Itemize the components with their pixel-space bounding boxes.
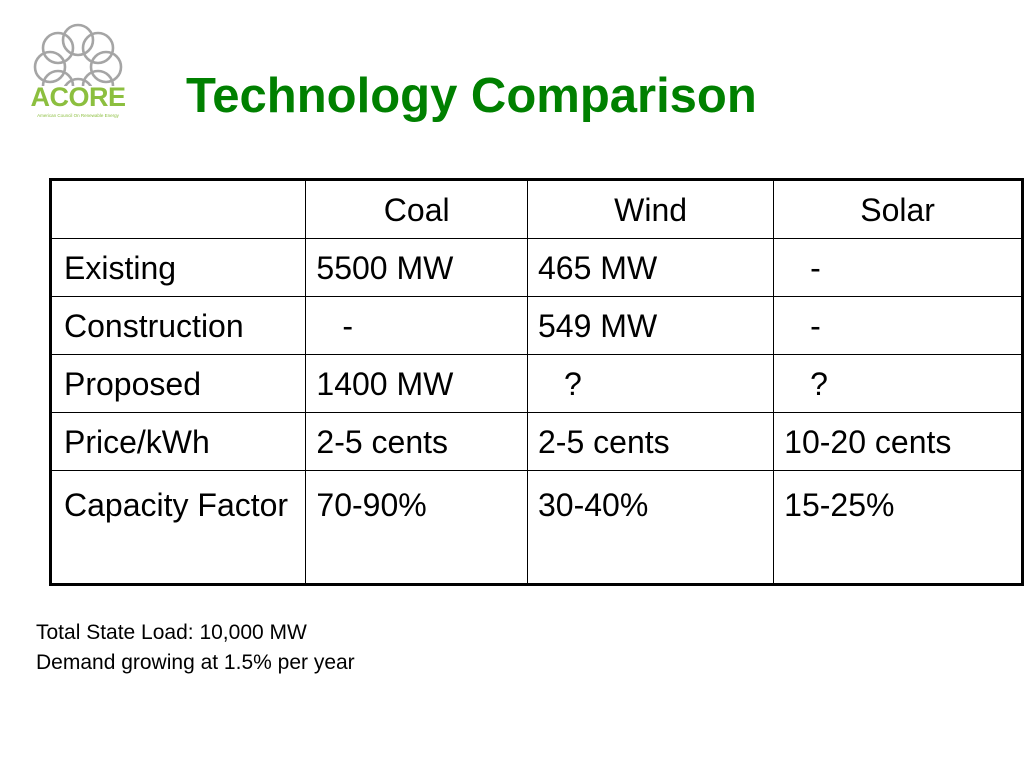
table-row-construction: Construction - 549 MW - — [49, 296, 1023, 355]
row-label: Capacity Factor — [49, 470, 307, 585]
cell-wind: 465 MW — [526, 238, 775, 297]
table-row-price: Price/kWh 2-5 cents 2-5 cents 10-20 cent… — [49, 412, 1023, 471]
cell-wind: ? — [526, 354, 775, 413]
table-row-existing: Existing 5500 MW 465 MW - — [49, 238, 1023, 297]
cell-solar: 10-20 cents — [773, 412, 1023, 471]
row-label: Construction — [49, 296, 307, 355]
note-demand-growth: Demand growing at 1.5% per year — [36, 651, 355, 674]
logo-wordmark: ACORE — [30, 82, 126, 112]
footnotes: Total State Load: 10,000 MW Demand growi… — [36, 618, 355, 678]
header-cell-empty — [49, 179, 307, 239]
ring-emblem-icon — [24, 23, 132, 116]
slide-title: Technology Comparison — [186, 69, 757, 123]
cell-wind: 30-40% — [526, 470, 775, 585]
cell-coal: 1400 MW — [305, 354, 528, 413]
row-label: Existing — [49, 238, 307, 297]
comparison-table: Coal Wind Solar Existing 5500 MW 465 MW … — [49, 178, 1024, 586]
cell-solar: - — [773, 296, 1023, 355]
header-cell-wind: Wind — [526, 179, 775, 239]
cell-coal: 5500 MW — [305, 238, 528, 297]
cell-solar: 15-25% — [773, 470, 1023, 585]
cell-solar: ? — [773, 354, 1023, 413]
cell-coal: 70-90% — [305, 470, 528, 585]
header-cell-coal: Coal — [305, 179, 528, 239]
note-total-load: Total State Load: 10,000 MW — [36, 621, 307, 644]
acore-logo: ACORE American Council On Renewable Ener… — [22, 22, 134, 130]
table-row-capacity-factor: Capacity Factor 70-90% 30-40% 15-25% — [49, 470, 1023, 585]
cell-coal: 2-5 cents — [305, 412, 528, 471]
cell-coal: - — [305, 296, 528, 355]
header-cell-solar: Solar — [773, 179, 1023, 239]
row-label: Proposed — [49, 354, 307, 413]
table-header-row: Coal Wind Solar — [49, 179, 1023, 239]
row-label: Price/kWh — [49, 412, 307, 471]
cell-solar: - — [773, 238, 1023, 297]
cell-wind: 549 MW — [526, 296, 775, 355]
logo-tagline: American Council On Renewable Energy — [37, 113, 119, 118]
table-row-proposed: Proposed 1400 MW ? ? — [49, 354, 1023, 413]
cell-wind: 2-5 cents — [526, 412, 775, 471]
